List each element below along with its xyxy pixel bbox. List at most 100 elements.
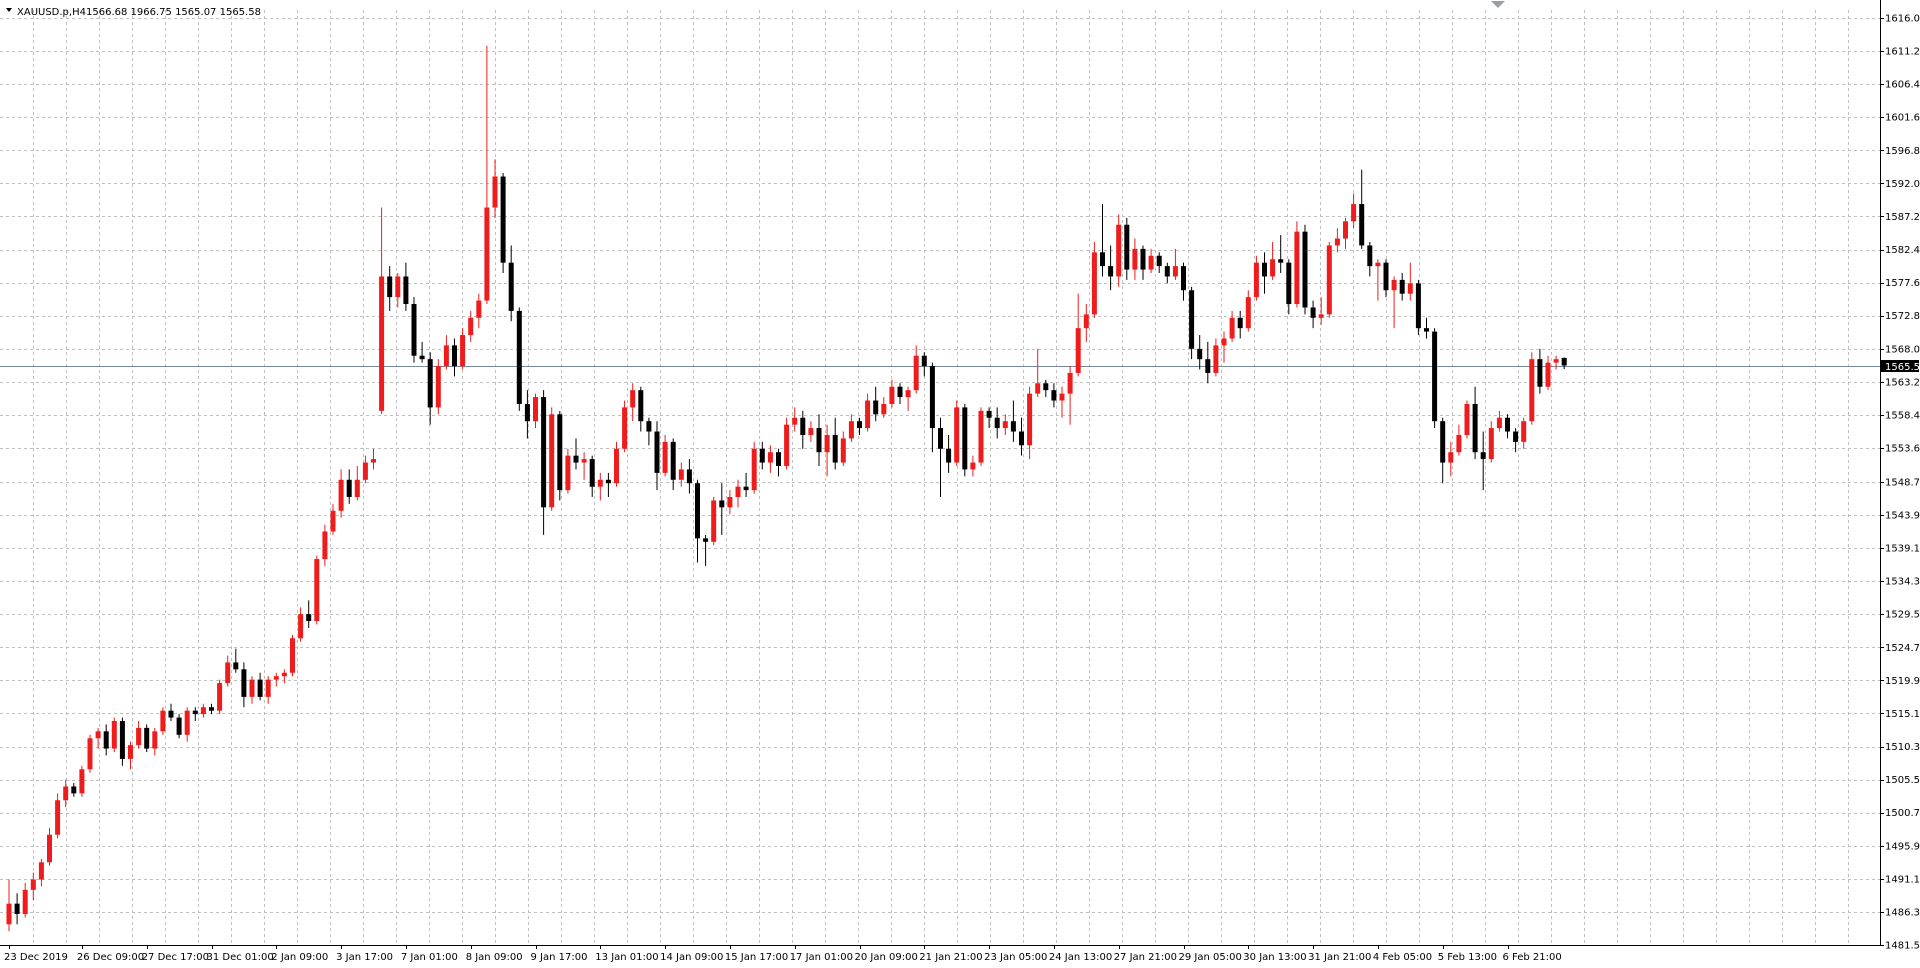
candle (808, 421, 814, 442)
collapse-triangle-icon[interactable] (6, 8, 12, 12)
candle (954, 400, 960, 466)
candle (249, 676, 255, 704)
candle (776, 448, 781, 477)
candle-body (55, 800, 61, 835)
candle-body (346, 479, 352, 498)
candle (273, 672, 279, 687)
candle-body (1189, 290, 1195, 349)
grid (0, 10, 1880, 946)
x-tick-label: 3 Jan 17:00 (336, 952, 393, 963)
candle-body (1205, 359, 1211, 373)
candle (897, 383, 903, 404)
candle-body (136, 727, 142, 746)
candle (1464, 400, 1470, 439)
candle-body (152, 731, 158, 749)
candle-body (1383, 262, 1389, 291)
candle-body (1334, 238, 1340, 246)
candle-body (1197, 348, 1203, 360)
candle-body (103, 731, 109, 749)
candle (217, 679, 223, 715)
candle-body (1472, 403, 1478, 453)
y-tick-label: 1572.80 (1885, 311, 1920, 322)
candle (225, 655, 231, 687)
candle-body (176, 717, 182, 735)
candle-body (970, 462, 976, 470)
candle-body (1286, 262, 1292, 305)
y-tick-label: 1495.90 (1885, 841, 1920, 852)
candle-body (654, 431, 660, 473)
candle-body (1448, 452, 1454, 463)
candle-body (217, 683, 223, 711)
y-tick-label: 1601.60 (1885, 113, 1920, 124)
candle (281, 669, 287, 684)
candle (1043, 379, 1049, 398)
candle (1496, 410, 1502, 432)
x-tick-label: 17 Jan 01:00 (790, 952, 853, 963)
candle (63, 779, 69, 808)
candle-body (265, 679, 271, 697)
candle-body (200, 707, 206, 715)
candle (1164, 262, 1170, 284)
candle-body (1318, 314, 1324, 318)
candle-body (1051, 390, 1057, 401)
candle (1229, 310, 1235, 342)
candle-body (63, 786, 69, 801)
candle (257, 672, 263, 701)
candle (387, 266, 393, 311)
candle (1294, 221, 1300, 308)
candle-body (1237, 317, 1243, 329)
candle (597, 472, 603, 501)
candle (938, 417, 943, 498)
candle-body (411, 304, 417, 356)
x-tick-label: 27 Dec 17:00 (142, 952, 209, 963)
candle (184, 707, 190, 742)
candle-body (1432, 331, 1438, 422)
candle (314, 555, 320, 625)
x-tick-label: 9 Jan 17:00 (531, 952, 588, 963)
candle (1100, 204, 1105, 277)
candle-body (889, 386, 895, 404)
candle-body (808, 428, 814, 435)
chart-shift-marker-icon[interactable] (1491, 1, 1505, 8)
candle-body (87, 738, 93, 770)
candle (889, 379, 895, 408)
candle (1035, 348, 1041, 398)
candle-body (1019, 431, 1024, 446)
candle-body (233, 662, 239, 670)
candle-body (427, 359, 433, 408)
candle-body (403, 276, 409, 305)
candle-body (711, 500, 717, 542)
candle (1027, 386, 1033, 460)
candle (1262, 252, 1267, 294)
candle (1367, 241, 1373, 277)
candle-body (605, 479, 611, 484)
candle-body (500, 176, 506, 263)
x-tick-label: 30 Jan 13:00 (1243, 952, 1306, 963)
candle-body (273, 676, 279, 680)
candle-body (776, 452, 781, 466)
candle (1059, 386, 1065, 418)
candle (727, 490, 733, 515)
x-tick-label: 6 Feb 21:00 (1503, 952, 1562, 963)
y-tick-label: 1596.80 (1885, 146, 1920, 157)
price-axis[interactable]: 1616.00 1611.20 1606.40 1601.60 1596.80 1592.… (1880, 14, 1920, 952)
candle (1148, 248, 1154, 274)
candle-body (913, 355, 919, 391)
candle-body (881, 403, 887, 415)
candle-body (1399, 279, 1405, 294)
candle (1083, 304, 1089, 342)
candle-body (1181, 266, 1186, 291)
candle-body (1245, 297, 1251, 329)
candle-body (95, 731, 101, 739)
candle (646, 417, 652, 446)
candle-body (371, 459, 376, 463)
candle-body (800, 417, 806, 435)
candle-body (298, 614, 304, 639)
candle-body (816, 428, 822, 453)
candle-body (978, 410, 984, 463)
candle-body (735, 486, 741, 498)
candle-body (1262, 262, 1267, 277)
